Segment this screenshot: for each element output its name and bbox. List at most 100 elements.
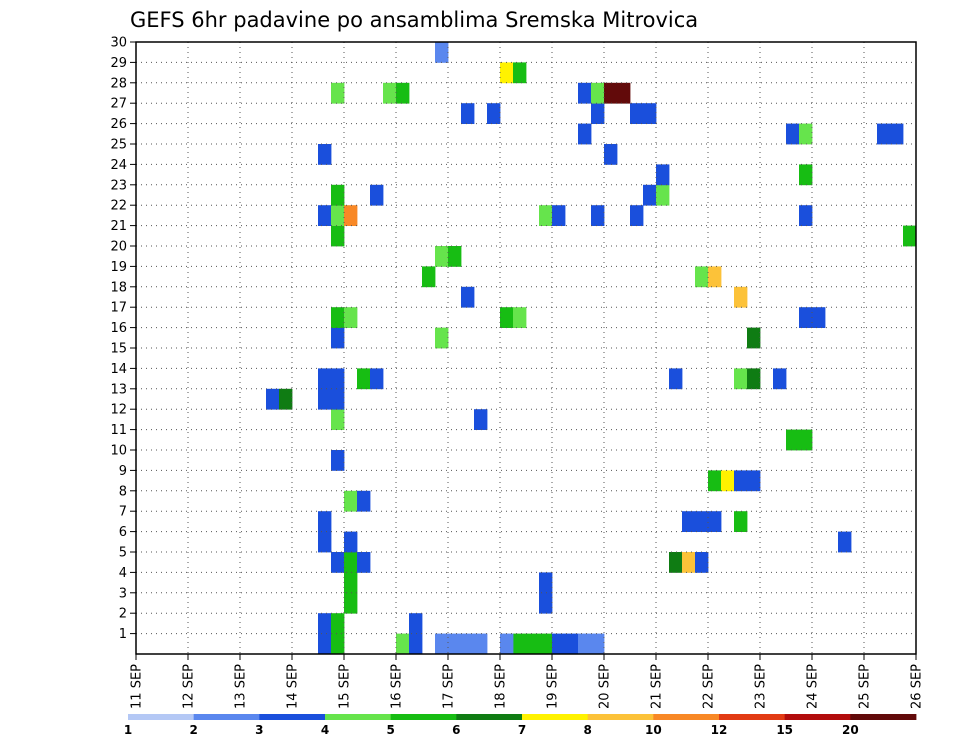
heatmap-cell (331, 368, 345, 390)
y-tick-label: 24 (110, 158, 127, 173)
legend-label: 1 (124, 723, 132, 737)
heatmap-cell (344, 592, 358, 614)
heatmap-cell (513, 307, 527, 328)
x-axis-ticks: 11 SEP 12 SEP 13 SEP 14 SEP 15 SEP 16 SEP 17 S… (130, 654, 925, 709)
heatmap-cell (487, 103, 501, 124)
x-tick-label: 12 SEP (182, 664, 197, 709)
heatmap-cell (799, 307, 813, 328)
heatmap-cell (331, 327, 345, 349)
heatmap-cell (318, 633, 332, 655)
heatmap-cell (318, 205, 332, 226)
heatmap-cell (669, 368, 683, 390)
heatmap-cell (461, 103, 475, 124)
legend-swatch (719, 714, 786, 720)
heatmap-cell (708, 266, 722, 288)
y-tick-label: 6 (119, 525, 127, 540)
legend-swatch (193, 714, 260, 720)
x-tick-label: 25 SEP (858, 664, 873, 709)
heatmap-cell (552, 205, 566, 226)
chart-title: GEFS 6hr padavine po ansamblima Sremska … (130, 8, 698, 32)
heatmap-cell (396, 82, 410, 104)
y-tick-label: 11 (110, 423, 127, 438)
heatmap-cell (578, 633, 592, 655)
heatmap-cell (318, 368, 332, 390)
heatmap-cell (331, 409, 345, 430)
legend-label: 15 (776, 723, 793, 737)
heatmap-cell (656, 164, 670, 186)
heatmap-cell (318, 531, 332, 553)
legend-label: 3 (255, 723, 263, 737)
heatmap-cell (331, 225, 345, 247)
x-tick-label: 23 SEP (754, 664, 769, 709)
heatmap-cell (799, 429, 813, 451)
heatmap-cell (461, 286, 475, 308)
heatmap-cell (539, 572, 553, 594)
heatmap-cell (812, 307, 826, 328)
y-tick-label: 26 (110, 117, 127, 132)
y-tick-label: 18 (110, 280, 127, 295)
legend-swatch (784, 714, 851, 720)
legend-label: 12 (711, 723, 728, 737)
heatmap-cell (331, 184, 345, 206)
heatmap-cell (331, 613, 345, 634)
y-tick-label: 9 (119, 464, 127, 479)
heatmap-cell (435, 633, 449, 655)
heatmap-cell (513, 633, 527, 655)
heatmap-cell (448, 246, 462, 267)
x-tick-label: 22 SEP (702, 664, 717, 709)
legend-swatch (390, 714, 457, 720)
y-tick-label: 13 (110, 382, 127, 397)
y-tick-label: 1 (119, 627, 127, 642)
heatmap-cells (266, 42, 917, 655)
heatmap-cell (591, 633, 605, 655)
legend-swatch (325, 714, 392, 720)
y-tick-label: 29 (110, 56, 127, 71)
heatmap-cell (890, 123, 904, 145)
legend-swatch (259, 714, 326, 720)
heatmap-cell (682, 552, 696, 573)
x-tick-label: 17 SEP (442, 664, 457, 709)
heatmap-cell (565, 633, 579, 655)
y-tick-label: 10 (110, 444, 127, 459)
heatmap-cell (747, 470, 761, 492)
heatmap-cell (344, 205, 358, 226)
heatmap-cell (578, 123, 592, 145)
heatmap-cell (435, 327, 449, 349)
legend-label: 4 (321, 723, 329, 737)
y-tick-label: 30 (110, 36, 127, 51)
y-tick-label: 8 (119, 484, 127, 499)
heatmap-cell (669, 552, 683, 573)
heatmap-cell (656, 184, 670, 206)
y-tick-label: 15 (110, 342, 127, 357)
legend-swatch (128, 714, 195, 720)
heatmap-cell (747, 368, 761, 390)
heatmap-cell (357, 552, 371, 573)
heatmap-cell (396, 633, 410, 655)
heatmap-cell (344, 552, 358, 573)
heatmap-cell (331, 205, 345, 226)
legend-swatch (456, 714, 523, 720)
heatmap-cell (331, 552, 345, 573)
heatmap-cell (695, 266, 709, 288)
y-tick-label: 21 (110, 219, 127, 234)
heatmap-cell (799, 205, 813, 226)
heatmap-cell (747, 327, 761, 349)
x-tick-label: 11 SEP (130, 664, 145, 709)
heatmap-cell (266, 388, 280, 410)
heatmap-cell (734, 511, 748, 532)
heatmap-cell (630, 103, 644, 124)
heatmap-cell (630, 205, 644, 226)
heatmap-cell (578, 82, 592, 104)
heatmap-cell (357, 490, 371, 512)
heatmap-cell (331, 450, 345, 471)
heatmap-cell (552, 633, 566, 655)
y-tick-label: 27 (110, 97, 127, 112)
heatmap-cell (786, 123, 800, 145)
heatmap-cell (331, 388, 345, 410)
heatmap-cell (409, 633, 423, 655)
x-tick-label: 15 SEP (338, 664, 353, 709)
heatmap-cell (708, 511, 722, 532)
x-tick-label: 24 SEP (806, 664, 821, 709)
heatmap-cell (344, 307, 358, 328)
heatmap-cell (318, 388, 332, 410)
